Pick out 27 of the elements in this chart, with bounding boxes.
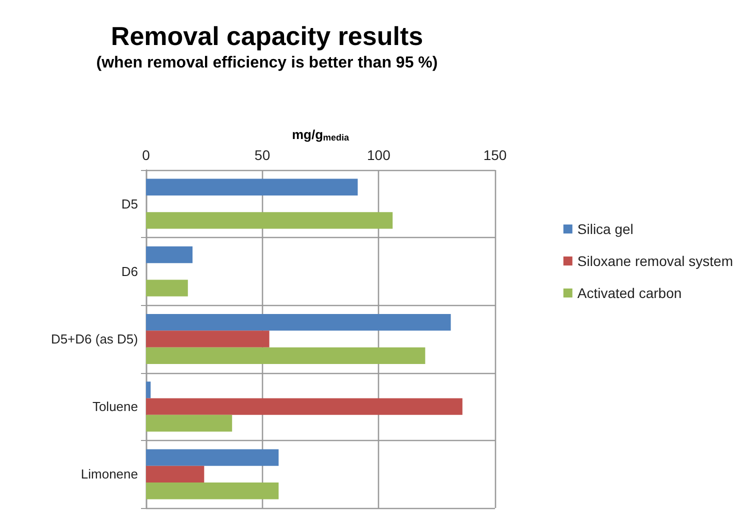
x-tick-label: 100 <box>366 147 391 163</box>
chart-subtitle: (when removal efficiency is better than 95 %) <box>96 54 438 72</box>
bar <box>146 178 358 196</box>
x-tick-label: 150 <box>483 147 507 163</box>
bar <box>146 449 279 466</box>
bar <box>146 330 270 348</box>
y-tick-label: D5+D6 (as D5) <box>50 332 138 346</box>
bar <box>146 466 204 483</box>
bar <box>146 246 193 264</box>
legend-label: Activated carbon <box>577 285 682 301</box>
y-tick-label: D5 <box>121 196 138 212</box>
x-tick-label: 50 <box>254 147 270 163</box>
y-tick-label: D6 <box>121 264 138 279</box>
bar <box>146 212 393 229</box>
chart-title: Removal capacity results <box>110 21 424 51</box>
bar <box>146 347 426 364</box>
legend-label: Siloxane removal system <box>577 253 734 269</box>
bar <box>146 314 451 331</box>
bar <box>146 414 232 432</box>
legend-label: Silica gel <box>577 221 634 237</box>
y-tick-label: Toluene <box>92 399 138 414</box>
x-tick-label: 0 <box>142 147 150 163</box>
y-tick-label: Limonene <box>80 466 138 482</box>
bar <box>146 382 151 398</box>
bar <box>146 280 188 296</box>
bar <box>146 398 462 415</box>
bar <box>146 482 279 500</box>
